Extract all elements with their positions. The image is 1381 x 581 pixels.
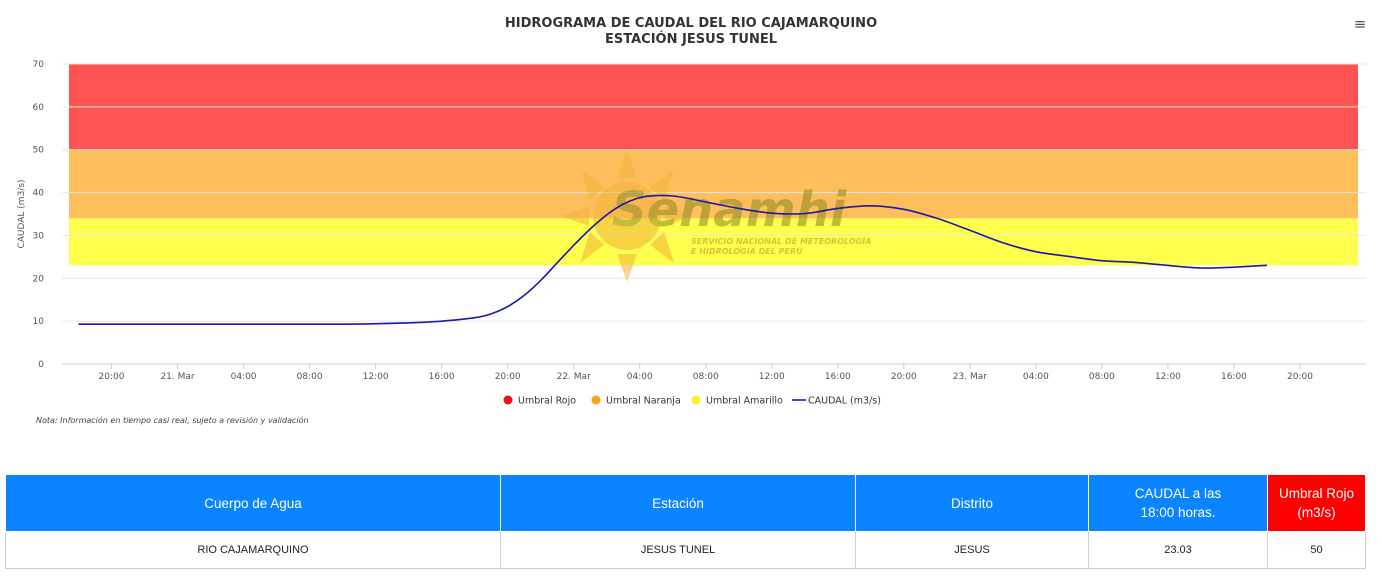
chart-title: HIDROGRAMA DE CAUDAL DEL RIO CAJAMARQUIN… [505,16,877,31]
y-tick-label: 40 [33,189,45,199]
x-tick-label: 20:00 [891,372,917,382]
legend-symbol [591,395,601,405]
legend-item-umbral-naranja[interactable]: Umbral Naranja [591,395,681,407]
x-tick-label: 22. Mar [557,372,591,382]
watermark-line1: SERVICIO NACIONAL DE METEOROLOGÍA [691,235,871,246]
x-tick-label: 16:00 [1221,372,1247,382]
series-layer [78,194,1268,325]
legend-item-umbral-amarillo[interactable]: Umbral Amarillo [691,395,784,407]
x-tick-label: 21. Mar [160,372,194,382]
sun-logo-icon [561,150,693,282]
cell-caudal: 23.03 [1088,531,1268,569]
cell-estacion: JESUS TUNEL [500,531,856,569]
x-tick-label: 04:00 [231,372,257,382]
legend-label: Umbral Amarillo [706,396,783,407]
cell-distrito: JESUS [855,531,1089,569]
x-tick-label: 04:00 [1023,372,1049,382]
x-tick-label: 12:00 [1155,372,1181,382]
legend-symbol [503,395,513,405]
header-cuerpo-de-agua: Cuerpo de Agua [5,474,501,532]
legend-item-caudal-m3-s[interactable]: CAUDAL (m3/s) [792,396,881,407]
y-axis: 0 10 20 30 40 50 60 70 [33,60,45,370]
senamhi-watermark: Senamhi SERVICIO NACIONAL DE METEOROLOGÍ… [561,150,871,282]
y-tick-label: 0 [38,360,44,370]
x-tick-label: 23. Mar [953,372,987,382]
x-tick-label: 08:00 [1089,372,1115,382]
x-tick-label: 16:00 [429,372,455,382]
station-info-table: Cuerpo de Agua Estación Distrito CAUDAL … [5,474,1366,569]
x-tick-label: 16:00 [825,372,851,382]
header-distrito: Distrito [855,474,1089,532]
band-umbral-naranja [69,149,1358,219]
x-tick-label: 20:00 [99,372,125,382]
table-header-row: Cuerpo de Agua Estación Distrito CAUDAL … [5,474,1366,532]
hamburger-menu-icon[interactable]: ≡ [1353,15,1367,33]
legend-item-umbral-rojo[interactable]: Umbral Rojo [503,395,577,407]
legend-symbol [691,395,701,405]
y-tick-label: 50 [33,146,45,156]
y-tick-label: 30 [33,231,45,241]
legend-label: Umbral Rojo [518,396,576,407]
chart-note: Nota: Información en tiempo casi real, s… [36,416,309,425]
x-tick-label: 20:00 [1287,372,1313,382]
hydrograph-chart: HIDROGRAMA DE CAUDAL DEL RIO CAJAMARQUIN… [17,16,1366,407]
header-caudal-text: CAUDAL a las 18:00 horas. [1134,486,1222,520]
x-tick-label: 12:00 [759,372,785,382]
x-axis: 20:00 21. Mar 04:00 08:00 12:00 16:00 20:00 22.… [99,364,1313,382]
legend-label: Umbral Naranja [606,396,681,407]
header-estacion: Estación [500,474,856,532]
grid-lines [62,63,1366,365]
series-line-caudal [78,194,1268,325]
watermark-line2: E HIDROLOGÍA DEL PERÚ [691,245,803,256]
table-row: RIO CAJAMARQUINO JESUS TUNEL JESUS 23.03… [5,531,1366,569]
x-tick-label: 20:00 [495,372,521,382]
x-tick-label: 12:00 [363,372,389,382]
watermark-brand: Senamhi [612,182,847,238]
legend-label: CAUDAL (m3/s) [808,396,881,407]
legend[interactable]: Umbral Rojo Umbral Naranja Umbral Amarillo… [503,395,881,407]
x-tick-label: 08:00 [693,372,719,382]
y-tick-label: 10 [33,317,45,327]
header-caudal: CAUDAL a las 18:00 horas. [1088,474,1268,532]
x-tick-label: 08:00 [297,372,323,382]
y-tick-label: 20 [33,274,45,284]
y-tick-label: 60 [33,103,45,113]
chart-subtitle: ESTACIÓN JESUS TUNEL [605,31,777,47]
y-tick-label: 70 [33,60,45,70]
cell-umbral-rojo: 50 [1267,531,1366,569]
x-tick-label: 04:00 [627,372,653,382]
y-axis-label: CAUDAL (m3/s) [17,179,27,248]
header-umbral-rojo: Umbral Rojo (m3/s) [1267,474,1366,532]
band-umbral-amarillo [69,218,1358,266]
cell-cuerpo-de-agua: RIO CAJAMARQUINO [5,531,501,569]
